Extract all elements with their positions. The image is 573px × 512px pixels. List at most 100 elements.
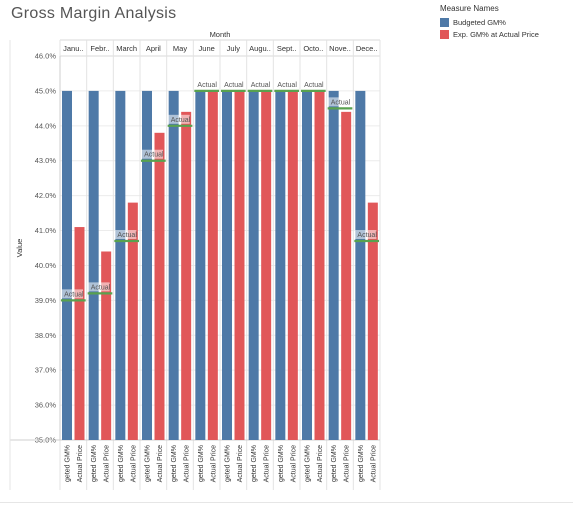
reference-label: Actual [357, 232, 377, 239]
month-header-label: Dece.. [356, 44, 378, 53]
bar-budgeted [142, 90, 152, 440]
legend-label-expected: Exp. GM% at Actual Price [453, 29, 539, 39]
y-tick-label: 40.0% [35, 261, 57, 270]
reference-label: Actual [304, 82, 324, 89]
month-header-label: Janu.. [63, 44, 83, 53]
month-header-label: Octo.. [303, 44, 323, 53]
x-tick-label: Actual Price [184, 445, 191, 482]
footer-divider [0, 502, 573, 503]
bar-expected [74, 227, 85, 440]
reference-label-bg [87, 282, 110, 292]
reference-label: Actual [91, 284, 111, 291]
x-tick-label: Actual Price [264, 445, 271, 482]
x-tick-label: Actual Price [130, 445, 137, 482]
x-tick-label: Actual Price [77, 445, 84, 482]
x-tick-label: Actual Price [237, 445, 244, 482]
bar-expected [341, 111, 352, 440]
bar-budgeted [195, 90, 206, 440]
reference-label-bg [301, 79, 323, 89]
legend-title: Measure Names [440, 4, 499, 13]
bar-budgeted [248, 90, 259, 440]
y-tick-label: 41.0% [35, 226, 57, 235]
bar-expected [101, 251, 112, 440]
legend: Measure Names Budgeted GM% Exp. GM% at A… [440, 4, 570, 40]
bar-expected [127, 202, 138, 440]
reference-label-bg [247, 79, 270, 89]
reference-label-bg [114, 230, 137, 240]
y-tick-label: 44.0% [35, 121, 57, 130]
y-tick-label: 36.0% [35, 401, 57, 410]
x-tick-label: Actual Price [344, 445, 351, 482]
month-header-label: May [173, 44, 187, 53]
legend-item-expected[interactable]: Exp. GM% at Actual Price [440, 28, 570, 40]
y-tick-label: 39.0% [35, 296, 57, 305]
reference-label: Actual [117, 232, 137, 239]
bar-budgeted [355, 90, 366, 440]
bar-expected [234, 90, 245, 440]
reference-label: Actual [64, 291, 84, 298]
x-tick-label: geted GM% [358, 445, 365, 482]
month-header-label: March [116, 44, 137, 53]
y-tick-label: 38.0% [35, 331, 57, 340]
x-tick-label: Actual Price [290, 445, 297, 482]
x-tick-label: geted GM% [225, 445, 232, 482]
bar-budgeted [222, 90, 232, 440]
bar-budgeted [88, 90, 99, 440]
reference-label: Actual [197, 82, 217, 89]
month-header-label: June [199, 44, 215, 53]
x-tick-label: geted GM% [91, 445, 98, 482]
reference-label-bg [274, 79, 297, 89]
bar-expected [314, 90, 325, 440]
y-axis-title: Value [15, 239, 24, 258]
reference-label: Actual [144, 152, 164, 159]
x-tick-label: Actual Price [370, 445, 377, 482]
x-tick-label: Actual Price [104, 445, 111, 482]
x-tick-label: geted GM% [171, 445, 178, 482]
bar-expected [367, 202, 378, 440]
legend-swatch-budgeted [440, 17, 449, 27]
reference-label-bg [194, 79, 217, 89]
bar-expected [207, 90, 218, 440]
reference-label-bg [221, 79, 243, 89]
x-tick-label: geted GM% [198, 445, 205, 482]
bar-budgeted [115, 90, 126, 440]
reference-label-bg [141, 149, 163, 159]
bar-expected [154, 132, 165, 441]
bar-budgeted [168, 90, 179, 440]
y-tick-label: 42.0% [35, 191, 57, 200]
reference-label: Actual [331, 99, 351, 106]
y-tick-label: 37.0% [35, 366, 57, 375]
x-tick-label: geted GM% [145, 445, 152, 482]
x-tick-label: Actual Price [210, 445, 217, 482]
month-header-label: Nove.. [329, 44, 351, 53]
legend-swatch-expected [440, 29, 449, 39]
y-tick-label: 46.0% [35, 52, 57, 61]
reference-label-bg [167, 114, 190, 124]
x-tick-label: geted GM% [251, 445, 258, 482]
reference-label: Actual [277, 82, 297, 89]
chart-title: Gross Margin Analysis [11, 5, 177, 22]
month-header-label: July [227, 44, 241, 53]
reference-label-bg [354, 230, 377, 240]
y-tick-label: 45.0% [35, 86, 57, 95]
month-header-label: Sept.. [277, 44, 297, 53]
x-tick-label: geted GM% [65, 445, 72, 482]
month-header-label: Febr.. [90, 44, 109, 53]
reference-label-bg [61, 289, 83, 299]
y-tick-label: 43.0% [35, 156, 57, 165]
x-tick-label: Actual Price [317, 445, 324, 482]
bar-budgeted [275, 90, 286, 440]
reference-label: Actual [171, 117, 191, 124]
legend-item-budgeted[interactable]: Budgeted GM% [440, 16, 570, 28]
x-tick-label: Actual Price [157, 445, 164, 482]
bar-expected [261, 90, 272, 440]
x-tick-label: geted GM% [331, 445, 338, 482]
month-header-label: April [146, 44, 161, 53]
reference-label-bg [327, 97, 350, 107]
bar-budgeted [302, 90, 312, 440]
x-tick-label: geted GM% [278, 445, 285, 482]
bar-expected [181, 111, 192, 440]
column-header: Month [210, 30, 231, 39]
reference-label: Actual [251, 82, 271, 89]
